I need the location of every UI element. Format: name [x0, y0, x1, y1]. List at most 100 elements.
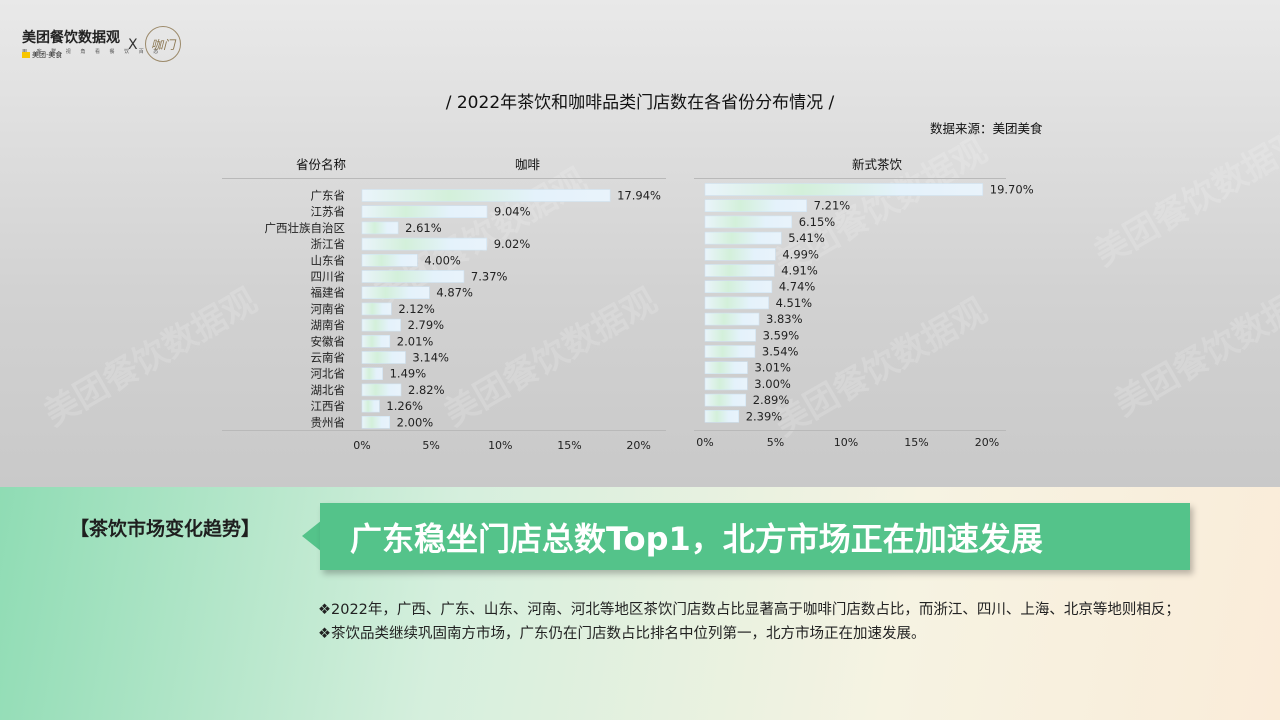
- tea-bar: [704, 296, 769, 310]
- coffee-x-tick: 5%: [422, 439, 439, 452]
- tea-data-label: 4.74%: [779, 280, 816, 294]
- coffee-bar: [361, 367, 383, 381]
- coffee-bar: [361, 334, 391, 348]
- kamen-logo: 咖门: [145, 26, 181, 62]
- tea-bar: [704, 328, 756, 342]
- coffee-data-label: 2.01%: [397, 334, 434, 348]
- banner-arrow: [302, 520, 322, 552]
- tea-bar: [704, 361, 748, 375]
- tea-bar: [704, 215, 793, 229]
- category-label: 四川省: [311, 270, 346, 284]
- coffee-bar: [361, 302, 392, 316]
- tea-data-label: 3.00%: [754, 377, 791, 391]
- logo-text: 美团餐饮数据观: [22, 30, 120, 46]
- bullet-2: ❖茶饮品类继续巩固南方市场，广东仍在门店数占比排名中位列第一，北方市场正在加速发…: [318, 626, 926, 642]
- coffee-data-label: 4.00%: [424, 253, 461, 267]
- tea-data-label: 4.51%: [776, 296, 813, 310]
- category-label: 山东省: [311, 253, 346, 267]
- coffee-bar: [361, 351, 406, 364]
- tea-bar: [704, 264, 775, 277]
- coffee-bar: [361, 221, 399, 235]
- coffee-bar: [361, 205, 488, 218]
- coffee-bar: [361, 286, 430, 300]
- tea-data-label: 19.70%: [990, 183, 1034, 197]
- header-divider-right: [694, 178, 1006, 179]
- coffee-data-label: 4.87%: [436, 286, 473, 300]
- coffee-data-label: 2.00%: [397, 415, 434, 429]
- tea-data-label: 3.59%: [763, 328, 800, 342]
- category-label: 云南省: [311, 351, 346, 365]
- tea-bar: [704, 248, 776, 261]
- tea-data-label: 2.39%: [746, 409, 783, 423]
- category-label: 广东省: [311, 189, 346, 203]
- tea-bar: [704, 231, 782, 245]
- category-label: 福建省: [311, 286, 346, 300]
- meituan-yellow-icon: [22, 52, 30, 58]
- tea-x-tick: 20%: [975, 436, 999, 449]
- chart-panel-background: [0, 0, 1280, 487]
- category-label: 贵州省: [311, 415, 346, 429]
- coffee-data-label: 1.26%: [386, 399, 423, 413]
- province-header: 省份名称: [296, 157, 347, 172]
- tea-header: 新式茶饮: [852, 157, 903, 172]
- tea-data-label: 5.41%: [788, 231, 825, 245]
- bullet-1: ❖2022年，广西、广东、山东、河南、河北等地区茶饮门店数占比显著高于咖啡门店数…: [318, 602, 1180, 618]
- section-label: 【茶饮市场变化趋势】: [70, 518, 261, 540]
- coffee-bar: [361, 318, 401, 332]
- category-label: 广西壮族自治区: [265, 221, 346, 235]
- coffee-bar: [361, 189, 611, 202]
- tea-data-label: 2.89%: [753, 393, 790, 407]
- category-label: 湖北省: [311, 383, 346, 397]
- tea-bar: [704, 199, 807, 212]
- category-label: 河北省: [311, 367, 346, 381]
- tea-bar: [704, 377, 748, 391]
- coffee-data-label: 2.82%: [408, 383, 445, 397]
- coffee-bar: [361, 270, 465, 283]
- header-divider-left: [222, 178, 666, 179]
- category-label: 河南省: [311, 302, 346, 316]
- category-label: 安徽省: [311, 334, 346, 348]
- bottom-divider-right: [694, 430, 1006, 431]
- coffee-data-label: 3.14%: [412, 351, 449, 365]
- coffee-data-label: 1.49%: [390, 367, 427, 381]
- coffee-data-label: 9.02%: [494, 237, 531, 251]
- headline-banner: 广东稳坐门店总数Top1，北方市场正在加速发展: [320, 503, 1190, 570]
- coffee-bar: [361, 254, 418, 267]
- tea-x-tick: 15%: [904, 436, 928, 449]
- tea-bar: [704, 280, 773, 294]
- logo-subtext: 用 客 群 视 角 看 餐 饮 百 态: [22, 49, 163, 55]
- tea-x-tick: 5%: [767, 436, 784, 449]
- category-label: 江西省: [311, 399, 346, 413]
- coffee-header: 咖啡: [515, 157, 541, 172]
- coffee-data-label: 7.37%: [471, 270, 508, 284]
- tea-bar: [704, 345, 756, 358]
- tea-bar: [704, 409, 739, 423]
- coffee-x-tick: 0%: [353, 439, 370, 452]
- insight-text: ❖2022年，广西、广东、山东、河南、河北等地区茶饮门店数占比显著高于咖啡门店数…: [318, 598, 1188, 646]
- coffee-data-label: 2.79%: [408, 318, 445, 332]
- tea-data-label: 3.54%: [762, 345, 799, 359]
- category-label: 江苏省: [311, 205, 346, 219]
- category-label: 浙江省: [311, 237, 346, 251]
- tea-bar: [704, 312, 760, 326]
- coffee-bar: [361, 415, 390, 429]
- tea-data-label: 6.15%: [799, 215, 836, 229]
- coffee-data-label: 2.61%: [405, 221, 442, 235]
- tea-data-label: 4.99%: [782, 247, 819, 261]
- data-source: 数据来源：美团美食: [930, 121, 1043, 136]
- chart-title: / 2022年茶饮和咖啡品类门店数在各省份分布情况 /: [445, 93, 835, 113]
- coffee-bar: [361, 237, 488, 251]
- coffee-data-label: 9.04%: [494, 205, 531, 219]
- tea-data-label: 3.83%: [766, 312, 803, 326]
- tea-bar: [704, 393, 747, 407]
- tea-data-label: 4.91%: [781, 264, 818, 278]
- meituan-food-badge: 美团·美食: [22, 50, 62, 60]
- coffee-x-tick: 20%: [626, 439, 650, 452]
- coffee-bar: [361, 399, 380, 413]
- badge-text: 美团·美食: [32, 51, 63, 59]
- collab-x: X: [128, 37, 138, 53]
- tea-x-tick: 10%: [834, 436, 858, 449]
- tea-data-label: 3.01%: [754, 361, 791, 375]
- tea-x-tick: 0%: [696, 436, 713, 449]
- coffee-data-label: 2.12%: [398, 302, 435, 316]
